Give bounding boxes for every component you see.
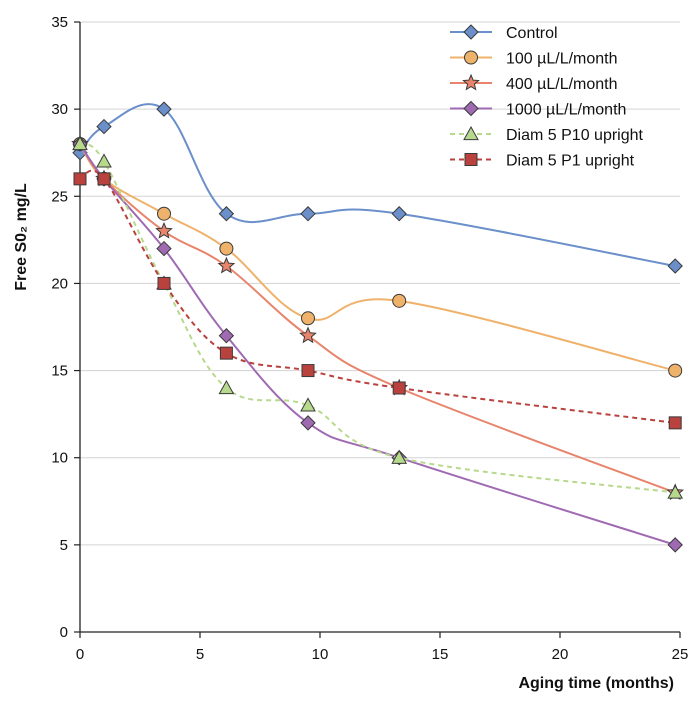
data-point bbox=[219, 346, 233, 360]
y-axis-title: Free S0₂ mg/L bbox=[13, 183, 30, 291]
data-point bbox=[155, 221, 173, 239]
series-line bbox=[79, 143, 676, 546]
x-tick-label: 20 bbox=[552, 646, 569, 663]
data-point bbox=[157, 276, 171, 290]
y-tick-label: 15 bbox=[51, 363, 68, 380]
y-tick-label: 0 bbox=[60, 624, 68, 641]
data-point bbox=[392, 381, 406, 395]
y-tick-label: 35 bbox=[51, 14, 68, 31]
x-tick-label: 5 bbox=[196, 646, 204, 663]
legend-label: Control bbox=[506, 25, 558, 42]
data-point bbox=[300, 397, 316, 412]
x-tick-label: 15 bbox=[432, 646, 449, 663]
series-line bbox=[79, 169, 676, 424]
ticks: 0 5 10 15 20 25 30 35 0 5 10 15 20 25 bbox=[51, 14, 688, 663]
series-1 bbox=[73, 137, 683, 378]
legend-marker bbox=[463, 24, 479, 40]
data-point bbox=[668, 363, 683, 378]
data-point bbox=[391, 206, 407, 222]
legend-marker bbox=[464, 153, 478, 166]
data-point bbox=[97, 172, 111, 186]
data-point bbox=[217, 256, 236, 274]
y-tick-label: 10 bbox=[51, 450, 68, 467]
series-line bbox=[79, 143, 676, 494]
legend-label: 1000 µL/L/month bbox=[506, 102, 626, 119]
axes bbox=[79, 22, 680, 633]
legend-marker bbox=[463, 125, 479, 141]
legend-item: 100 µL/L/month bbox=[450, 50, 618, 68]
y-tick-label: 5 bbox=[60, 537, 68, 554]
legend-label: 400 µL/L/month bbox=[506, 76, 618, 93]
x-axis-title: Aging time (months) bbox=[518, 675, 674, 692]
series-4 bbox=[72, 135, 684, 499]
legend-marker bbox=[463, 100, 479, 117]
series-5 bbox=[73, 169, 682, 430]
data-point bbox=[299, 326, 317, 344]
legend-marker bbox=[464, 50, 478, 65]
data-point bbox=[218, 379, 235, 395]
data-point bbox=[667, 484, 684, 499]
series-3 bbox=[72, 136, 683, 553]
legend-label: 100 µL/L/month bbox=[506, 51, 618, 68]
data-point bbox=[667, 258, 683, 274]
data-point bbox=[96, 153, 112, 168]
legend-marker bbox=[462, 73, 480, 91]
data-point bbox=[156, 101, 172, 117]
data-point bbox=[218, 206, 235, 222]
legend-item: Diam 5 P10 upright bbox=[450, 125, 644, 144]
data-point bbox=[96, 118, 112, 135]
series-line bbox=[79, 103, 676, 267]
series-line bbox=[79, 143, 676, 494]
data-point bbox=[72, 135, 88, 151]
x-tick-label: 10 bbox=[312, 646, 329, 663]
y-tick-label: 30 bbox=[51, 101, 68, 118]
data-point bbox=[667, 537, 683, 553]
data-point bbox=[301, 364, 315, 378]
legend-label: Diam 5 P10 upright bbox=[506, 127, 644, 144]
data-point bbox=[300, 206, 316, 222]
data-point bbox=[300, 415, 316, 431]
data-point bbox=[301, 311, 315, 326]
x-tick-label: 0 bbox=[76, 646, 84, 663]
series-line bbox=[79, 143, 676, 372]
x-tick-label: 25 bbox=[672, 646, 689, 663]
data-point bbox=[218, 328, 235, 344]
legend: Control 100 µL/L/month 400 µL/L/month 1000 … bbox=[450, 24, 644, 170]
series-2 bbox=[71, 134, 685, 501]
legend-item: 1000 µL/L/month bbox=[450, 100, 626, 119]
y-tick-label: 25 bbox=[51, 188, 68, 205]
data-point bbox=[392, 293, 407, 308]
data-point bbox=[157, 206, 171, 221]
legend-item: 400 µL/L/month bbox=[450, 73, 618, 93]
data-point bbox=[73, 172, 87, 186]
y-tick-label: 20 bbox=[51, 275, 68, 292]
data-point bbox=[156, 240, 172, 257]
grid bbox=[80, 21, 680, 546]
series-0 bbox=[72, 101, 683, 274]
data-point bbox=[391, 449, 408, 464]
legend-item: Control bbox=[450, 24, 558, 42]
data-point bbox=[668, 416, 682, 430]
data-point bbox=[219, 241, 234, 256]
legend-item: Diam 5 P1 upright bbox=[450, 153, 635, 170]
series bbox=[71, 101, 685, 553]
legend-label: Diam 5 P1 upright bbox=[506, 153, 635, 170]
